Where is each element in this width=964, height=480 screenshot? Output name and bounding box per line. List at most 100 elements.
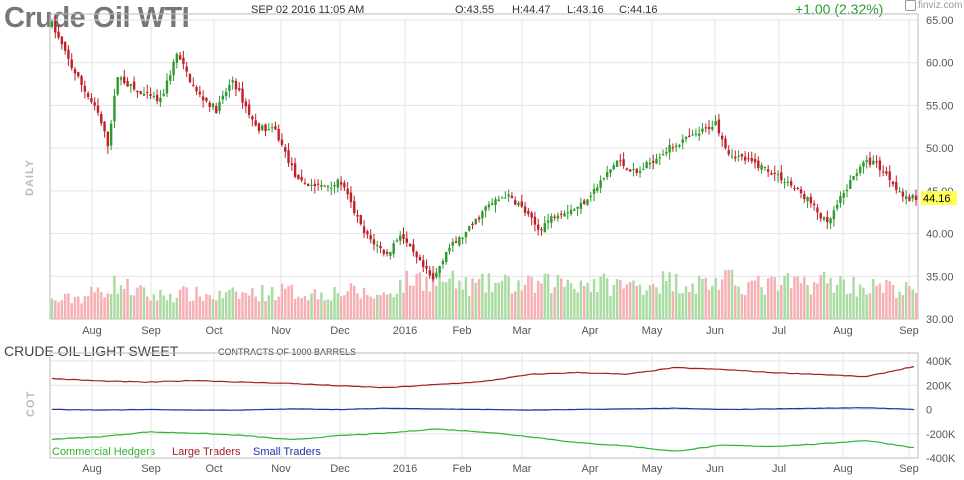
quote-datetime: SEP 02 2016 11:05 AM [251, 4, 365, 16]
candle-body [323, 185, 326, 187]
volume-bar [885, 280, 888, 319]
volume-bar [668, 272, 671, 319]
volume-bar [251, 288, 254, 319]
candle-body [484, 206, 487, 211]
volume-bar [523, 284, 527, 319]
candle-body [849, 179, 852, 189]
candle-body [441, 260, 445, 265]
candle-body [645, 161, 648, 169]
candle-body [90, 97, 93, 103]
volume-bar [786, 273, 790, 319]
volume-bar [303, 296, 307, 319]
candle-body [267, 129, 271, 131]
candle-body [182, 57, 185, 65]
cot-lines[interactable] [51, 365, 915, 452]
candle-body [172, 61, 175, 76]
volume-bars [50, 269, 918, 319]
candle-body [103, 121, 106, 132]
commercial-hedgers-line [51, 428, 915, 452]
candle-body [809, 196, 813, 204]
volume-bar [415, 273, 418, 319]
candle-body [418, 256, 422, 261]
candle-body [238, 88, 241, 91]
volume-bar [119, 285, 123, 319]
candle-body [704, 127, 707, 129]
volume-bar [366, 294, 369, 319]
volume-bar [231, 287, 234, 319]
price-month-label: Aug [833, 325, 853, 337]
candle-body [612, 165, 615, 170]
candle-body [582, 200, 586, 204]
candle-body [175, 53, 179, 63]
volume-bar [300, 298, 303, 319]
candle-body [888, 171, 891, 181]
candle-body [711, 127, 714, 130]
cot-unit-note: CONTRACTS OF 1000 BARRELS [218, 347, 357, 357]
candle-body [786, 181, 790, 183]
candle-body [619, 160, 622, 162]
volume-bar [891, 284, 895, 319]
candle-body [136, 90, 139, 93]
volume-bar [904, 282, 908, 319]
price-candles[interactable] [50, 15, 918, 282]
volume-bar [326, 299, 330, 319]
price-month-label: May [642, 325, 663, 337]
candle-body [822, 217, 826, 220]
candle-body [826, 216, 829, 223]
candle-body [244, 101, 248, 107]
candle-body [553, 216, 556, 218]
cot-month-label: Aug [82, 463, 102, 475]
volume-bar [428, 291, 432, 319]
volume-bar [484, 292, 487, 319]
candle-body [60, 36, 64, 45]
candle-body [904, 196, 908, 200]
volume-bar [353, 285, 356, 319]
volume-bar [264, 301, 267, 319]
volume-bar [730, 269, 734, 319]
volume-bar [474, 282, 478, 319]
volume-bar [550, 293, 553, 319]
price-month-label: Sep [141, 325, 161, 337]
volume-bar [402, 292, 405, 319]
candle-body [665, 151, 668, 154]
volume-bar [395, 293, 399, 319]
cot-month-label: Jun [706, 463, 724, 475]
volume-bar [881, 292, 885, 319]
finviz-logo[interactable]: finviz.com [905, 0, 962, 11]
price-month-label: Jul [772, 325, 786, 337]
candle-body [668, 144, 671, 153]
volume-bar [142, 287, 146, 319]
candle-body [651, 160, 655, 163]
candle-body [461, 237, 464, 239]
volume-bar [50, 298, 54, 319]
candle-body [303, 182, 307, 184]
volume-bar [908, 286, 911, 319]
candle-body [701, 128, 704, 132]
candle-body [425, 265, 428, 269]
volume-bar [694, 293, 698, 319]
volume-bar [750, 280, 753, 319]
candle-body [556, 215, 560, 219]
candle-body [681, 139, 684, 143]
candle-body [162, 93, 165, 96]
candle-body [766, 169, 770, 172]
cot-month-label: Sep [141, 463, 161, 475]
volume-bar [349, 283, 353, 319]
cot-tick-label: 400K [926, 356, 952, 368]
cot-grid [49, 352, 919, 459]
volume-bar [711, 285, 714, 319]
candle-body [563, 213, 566, 217]
cot-month-label: Nov [271, 463, 291, 475]
candle-body [126, 80, 129, 87]
volume-bar [392, 297, 395, 319]
volume-bar [67, 293, 70, 319]
volume-bar [70, 303, 73, 319]
candle-body [454, 241, 458, 243]
candle-body [231, 80, 234, 83]
candle-body [261, 125, 264, 130]
volume-bar [602, 273, 606, 319]
volume-bar [658, 293, 661, 319]
volume-bar [914, 292, 918, 319]
candle-body [868, 157, 872, 165]
